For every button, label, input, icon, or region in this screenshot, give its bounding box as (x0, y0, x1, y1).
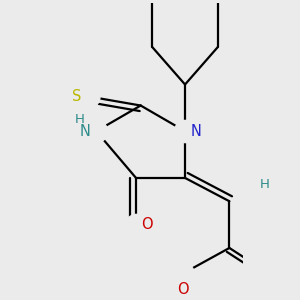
Text: O: O (142, 217, 153, 232)
Text: O: O (177, 282, 188, 297)
Text: H: H (260, 178, 270, 191)
Text: S: S (72, 89, 81, 104)
Text: N: N (190, 124, 202, 139)
Text: N: N (80, 124, 91, 139)
Text: H: H (75, 113, 85, 126)
